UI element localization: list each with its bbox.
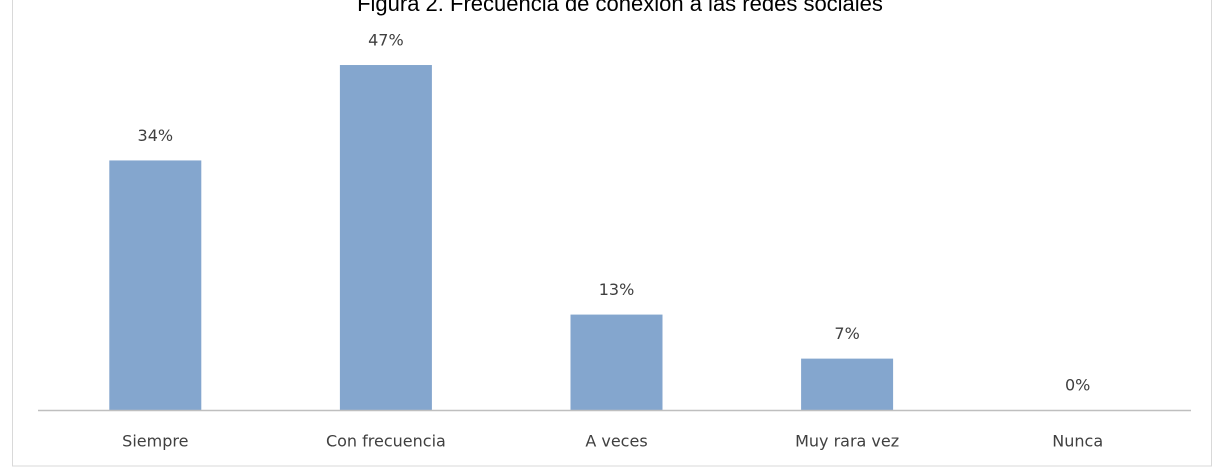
data-label: 0% [1065, 376, 1090, 395]
chart-title: Figura 2. Frecuencia de conexión a las r… [357, 0, 883, 16]
x-tick-label: Con frecuencia [326, 432, 446, 451]
x-tick-label: Muy rara vez [795, 432, 899, 451]
chart-border [12, 0, 1212, 467]
x-tick-label: A veces [585, 432, 647, 451]
bar [339, 65, 432, 411]
data-label: 47% [368, 31, 404, 50]
bar [801, 358, 894, 410]
bar [570, 314, 663, 410]
x-tick-label: Siempre [122, 432, 188, 451]
data-label: 34% [138, 126, 174, 145]
data-label: 13% [599, 280, 635, 299]
bar [109, 160, 202, 410]
x-tick-label: Nunca [1052, 432, 1103, 451]
data-label: 7% [834, 324, 859, 343]
